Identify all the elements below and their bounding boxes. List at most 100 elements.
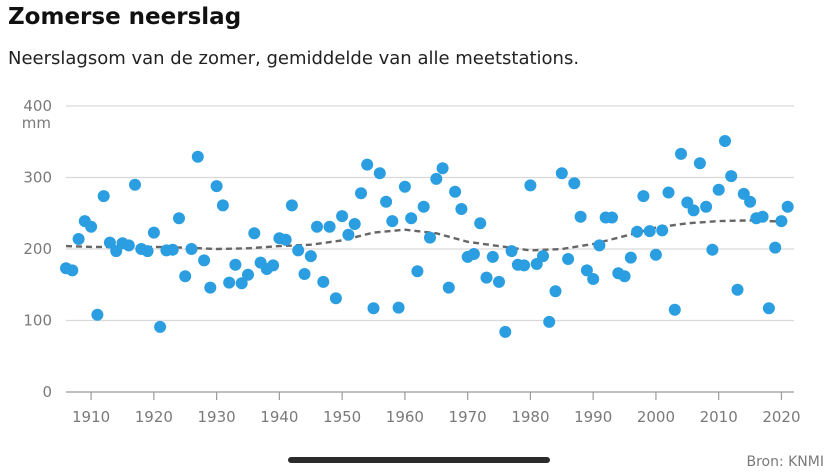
- data-points: [60, 135, 794, 338]
- data-point-1949: [329, 292, 342, 305]
- data-point-1944: [298, 268, 311, 280]
- data-point-1993: [606, 211, 618, 224]
- data-point-1919: [141, 245, 154, 258]
- data-point-1928: [198, 254, 211, 267]
- data-point-2009: [706, 243, 719, 256]
- data-point-1943: [292, 244, 305, 257]
- data-point-2015: [744, 195, 757, 208]
- y-tick-label-0: 0: [42, 383, 52, 401]
- y-tick-label-200: 200: [23, 240, 52, 258]
- data-point-1941: [279, 233, 292, 246]
- data-point-1984: [549, 285, 562, 298]
- y-tick-label-400: 400: [23, 97, 52, 115]
- data-point-1977: [505, 245, 518, 258]
- data-point-1956: [373, 167, 386, 180]
- x-tick-label-1990: 1990: [574, 408, 612, 426]
- data-point-1935: [242, 268, 254, 281]
- data-point-1987: [568, 177, 581, 190]
- data-point-1968: [449, 185, 462, 198]
- data-point-1907: [66, 264, 79, 277]
- data-point-2008: [700, 200, 713, 213]
- data-point-1917: [129, 178, 141, 191]
- data-point-1921: [154, 320, 167, 333]
- trend-line: [65, 219, 788, 252]
- data-point-1942: [285, 199, 298, 212]
- data-point-1962: [411, 265, 424, 278]
- data-point-2012: [725, 170, 738, 183]
- data-point-1958: [386, 215, 399, 228]
- x-tick-label-1910: 1910: [72, 408, 110, 426]
- x-tick-label-2000: 2000: [637, 408, 675, 426]
- x-tick-label-1980: 1980: [511, 408, 549, 426]
- x-tick-label-1970: 1970: [449, 408, 487, 426]
- data-point-1979: [518, 259, 531, 272]
- data-point-1989: [580, 264, 593, 277]
- data-point-2001: [656, 224, 669, 237]
- data-point-1996: [624, 251, 637, 264]
- data-point-1953: [355, 187, 367, 200]
- data-point-2010: [712, 183, 725, 196]
- data-point-1999: [643, 225, 656, 238]
- data-point-1950: [336, 210, 349, 223]
- data-point-1920: [147, 226, 160, 239]
- data-point-1927: [191, 150, 204, 163]
- data-point-2019: [769, 241, 782, 254]
- y-tick-label-300: 300: [23, 169, 52, 187]
- data-point-2020: [775, 215, 788, 228]
- data-point-1916: [122, 239, 135, 252]
- data-point-1965: [430, 172, 443, 185]
- scroll-indicator[interactable]: [288, 457, 550, 463]
- chart-subtitle: Neerslagsom van de zomer, gemiddelde van…: [8, 48, 580, 69]
- data-point-1923: [166, 243, 179, 256]
- data-point-1948: [323, 220, 336, 233]
- data-point-1932: [223, 276, 236, 289]
- data-point-1933: [229, 258, 242, 271]
- data-point-1929: [204, 281, 217, 294]
- data-point-1913: [103, 236, 116, 249]
- data-point-1997: [631, 225, 644, 238]
- data-point-1963: [417, 200, 430, 213]
- data-point-1998: [637, 190, 650, 203]
- data-point-2011: [719, 135, 731, 147]
- data-point-1930: [210, 180, 223, 193]
- data-point-1925: [179, 270, 192, 283]
- data-point-1961: [405, 212, 418, 225]
- data-point-1934: [235, 277, 248, 290]
- data-point-1990: [587, 273, 600, 285]
- data-point-1936: [248, 227, 261, 240]
- data-point-2006: [687, 204, 700, 217]
- data-point-1974: [486, 250, 499, 263]
- chart-title: Zomerse neerslag: [8, 4, 242, 30]
- data-point-1976: [499, 325, 512, 338]
- data-point-2007: [693, 157, 706, 170]
- data-point-1966: [436, 162, 449, 175]
- data-point-1967: [442, 281, 455, 294]
- data-point-1912: [97, 190, 110, 203]
- data-point-1946: [311, 220, 323, 233]
- data-point-1954: [361, 158, 374, 171]
- data-point-1957: [380, 195, 393, 208]
- x-tick-label-1930: 1930: [198, 408, 236, 426]
- data-point-1995: [618, 270, 631, 283]
- data-point-1982: [537, 250, 549, 263]
- data-point-1991: [593, 239, 606, 252]
- data-point-1986: [562, 253, 575, 265]
- data-point-1983: [543, 315, 556, 328]
- data-point-1910: [85, 220, 98, 233]
- data-point-2017: [756, 210, 769, 223]
- data-point-1980: [524, 179, 537, 192]
- data-point-1959: [392, 301, 405, 314]
- x-tick-label-2020: 2020: [762, 408, 800, 426]
- data-point-1975: [493, 275, 505, 288]
- x-tick-label-2010: 2010: [700, 408, 738, 426]
- x-tick-label-1940: 1940: [260, 408, 298, 426]
- data-point-2018: [762, 302, 775, 315]
- gridlines: [66, 105, 794, 393]
- data-point-1926: [185, 243, 198, 255]
- data-point-2013: [731, 283, 744, 296]
- data-point-1972: [474, 217, 487, 230]
- data-point-1951: [342, 228, 355, 241]
- data-point-1985: [555, 167, 568, 180]
